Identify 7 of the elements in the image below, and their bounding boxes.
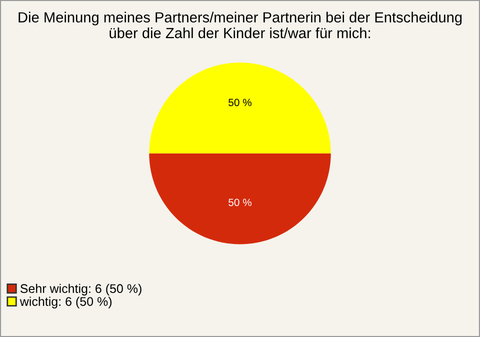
data-label: 50 % [228,98,252,106]
data-label: 50 % [228,198,252,206]
pie-slice [149,153,331,244]
chart-title: Die Meinung meines Partners/meiner Partnerin bei der Entscheidung über die Zahl der Kinder ist/war für mich: [18,12,462,38]
legend-label: Sehr wichtig: 6 (50 %) [20,284,142,296]
legend-label: wichtig: 6 (50 %) [20,296,112,308]
pie-slice [149,62,331,154]
